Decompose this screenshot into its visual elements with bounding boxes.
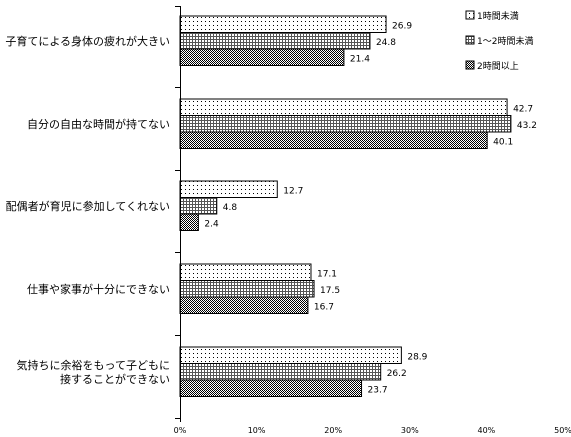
data-label-0-2: 12.7 [283, 186, 303, 196]
legend-swatch-0 [465, 10, 475, 20]
legend-label-2: 2時間以上 [477, 61, 519, 72]
x-tick-label-0: 0% [174, 426, 187, 435]
data-label-0-0: 26.9 [392, 21, 412, 31]
x-tick-label-4: 40% [478, 426, 496, 435]
bar-2-2 [179, 213, 199, 231]
bar-1-1 [179, 115, 512, 133]
x-tick-label-2: 20% [324, 426, 342, 435]
category-label-4-0: 気持ちに余裕をもって子どもに [17, 358, 170, 372]
data-label-2-1: 40.1 [493, 137, 513, 147]
x-tick-label-1: 10% [248, 426, 266, 435]
data-label-1-3: 17.5 [320, 286, 340, 296]
bar-0-1 [179, 98, 508, 116]
data-label-1-2: 4.8 [223, 203, 238, 213]
bar-2-3 [179, 296, 309, 314]
bar-2-1 [179, 131, 488, 149]
category-label-2: 配偶者が育児に参加してくれない [6, 199, 170, 213]
x-tick-label-3: 30% [401, 426, 419, 435]
bar-0-3 [179, 263, 312, 281]
bar-0-0 [179, 15, 387, 33]
bar-2-4 [179, 379, 363, 397]
data-label-2-0: 21.4 [350, 54, 370, 64]
category-label-0: 子育てによる身体の疲れが大きい [5, 34, 170, 48]
data-label-2-3: 16.7 [314, 302, 334, 312]
legend-label-1: 1～2時間未満 [477, 35, 533, 47]
data-label-1-4: 26.2 [387, 369, 407, 379]
bar-1-2 [179, 197, 218, 215]
data-label-2-4: 23.7 [368, 385, 388, 395]
bar-1-4 [179, 363, 382, 381]
category-label-4-1: 接することができない [60, 372, 170, 386]
bar-2-0 [179, 48, 345, 66]
legend-swatch-2 [465, 60, 475, 70]
legend-swatch-1 [465, 35, 475, 45]
data-label-1-0: 24.8 [376, 38, 396, 48]
category-label-3: 仕事や家事が十分にできない [27, 282, 170, 296]
data-label-0-1: 42.7 [513, 104, 533, 114]
category-label-1: 自分の自由な時間が持てない [27, 117, 170, 131]
bar-1-3 [179, 280, 315, 298]
data-label-0-4: 28.9 [407, 352, 427, 362]
x-tick-label-5: 50% [554, 426, 571, 435]
bar-0-4 [179, 346, 402, 364]
bar-0-2 [179, 180, 278, 198]
legend-label-0: 1時間未満 [477, 10, 519, 22]
bar-1-0 [179, 32, 371, 50]
data-label-2-2: 2.4 [204, 219, 219, 229]
data-label-0-3: 17.1 [317, 269, 337, 279]
data-label-1-1: 43.2 [517, 121, 537, 131]
